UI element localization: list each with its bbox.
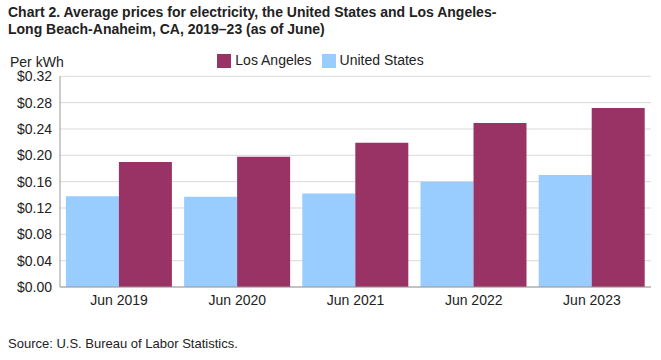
html-text:United States: United States bbox=[339, 52, 424, 68]
svg-text:Jun 2023: Jun 2023 bbox=[563, 292, 621, 308]
html-text:Chart 2. Average prices for el: Chart 2. Average prices for electricity,… bbox=[8, 4, 497, 37]
svg-text:$0.04: $0.04 bbox=[17, 253, 52, 269]
svg-text:$0.24: $0.24 bbox=[17, 121, 52, 137]
svg-text:Jun 2021: Jun 2021 bbox=[327, 292, 385, 308]
svg-text:$0.16: $0.16 bbox=[17, 174, 52, 190]
svg-text:$0.12: $0.12 bbox=[17, 200, 52, 216]
html-text:Los Angeles: Los Angeles bbox=[235, 52, 312, 68]
svg-text:$0.08: $0.08 bbox=[17, 226, 52, 242]
svg-text:$0.00: $0.00 bbox=[17, 279, 52, 295]
svg-text:Jun 2019: Jun 2019 bbox=[90, 292, 148, 308]
svg-text:$0.20: $0.20 bbox=[17, 147, 52, 163]
svg-text:Jun 2020: Jun 2020 bbox=[208, 292, 266, 308]
svg-text:$0.28: $0.28 bbox=[17, 95, 52, 111]
html-text:Source: U.S. Bureau of Labor S: Source: U.S. Bureau of Labor Statistics. bbox=[8, 336, 238, 351]
svg-text:Jun 2022: Jun 2022 bbox=[445, 292, 503, 308]
svg-text:$0.32: $0.32 bbox=[17, 68, 52, 84]
html-text:Per kWh: Per kWh bbox=[10, 54, 64, 70]
